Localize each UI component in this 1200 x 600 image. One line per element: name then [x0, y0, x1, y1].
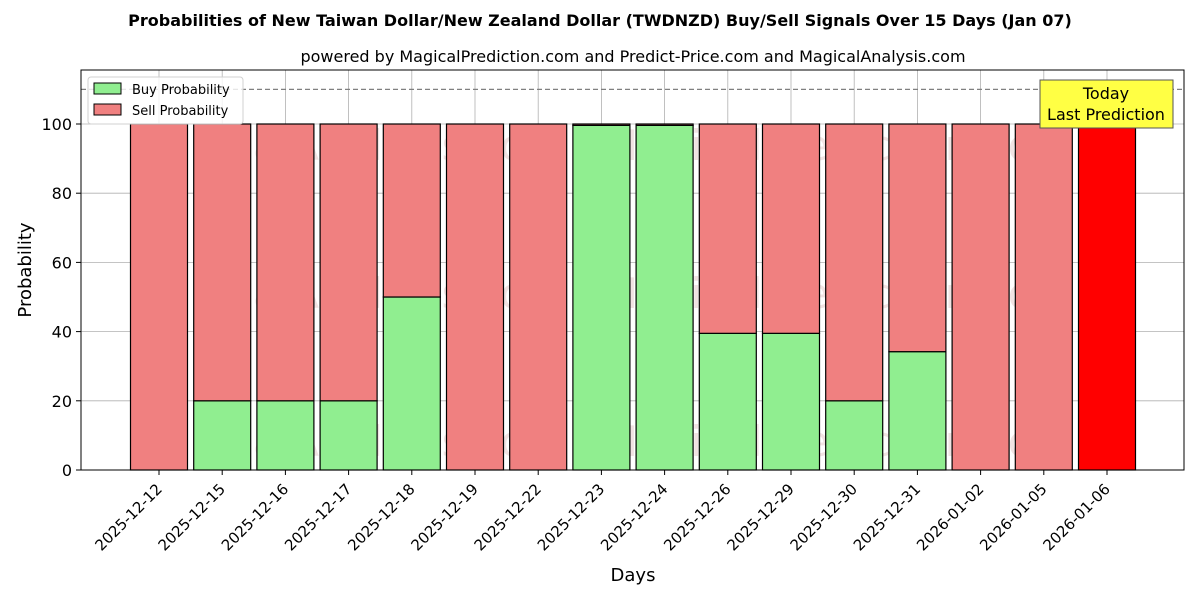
x-tick-label: 2025-12-19: [407, 480, 481, 554]
sell-bar: [1014, 123, 1073, 471]
bar-group: [698, 123, 757, 471]
bars: [129, 123, 1137, 471]
x-tick-label: 2025-12-31: [850, 480, 924, 554]
sell-bar: [825, 123, 884, 402]
sell-bar: [572, 123, 631, 126]
sell-bar: [761, 123, 821, 334]
x-tick-label: 2025-12-23: [534, 480, 608, 554]
legend-buy-swatch: [93, 82, 122, 95]
bar-group: [1014, 123, 1073, 471]
sell-bar: [445, 123, 505, 471]
chart-subtitle: powered by MagicalPrediction.com and Pre…: [300, 47, 965, 66]
legend-sell-swatch: [93, 103, 122, 116]
sell-bar: [129, 123, 189, 471]
sell-bar: [951, 123, 1010, 471]
y-tick-label: 20: [52, 392, 72, 411]
sell-bar: [698, 123, 757, 334]
bar-group: [888, 123, 947, 471]
buy-bar: [193, 400, 252, 471]
annotation-line2: Last Prediction: [1047, 105, 1165, 124]
legend: Buy Probability Sell Probability: [87, 76, 244, 125]
bar-group: [509, 123, 568, 471]
buy-bar: [888, 351, 947, 471]
x-tick-label: 2026-01-06: [1039, 480, 1113, 554]
x-axis-label: Days: [611, 565, 656, 586]
plot-frame: [80, 69, 1185, 471]
sell-bar: [256, 123, 315, 402]
buy-bar: [635, 124, 694, 471]
bar-group: [951, 123, 1010, 471]
x-tick-label: 2025-12-18: [344, 480, 418, 554]
x-axis: 2025-12-122025-12-152025-12-162025-12-17…: [91, 470, 1114, 554]
bar-group: [445, 123, 505, 471]
y-tick-label: 80: [52, 184, 72, 203]
buy-bar: [572, 124, 631, 471]
buy-bar: [698, 332, 757, 471]
sell-bar: [382, 123, 441, 298]
bar-group: [319, 123, 378, 471]
bar-group: [635, 123, 694, 471]
chart-title: Probabilities of New Taiwan Dollar/New Z…: [128, 11, 1072, 30]
sell-bar: [888, 123, 947, 353]
buy-bar: [761, 332, 821, 471]
bar-group: [129, 123, 189, 471]
buy-bar: [319, 400, 378, 471]
buy-bar: [825, 400, 884, 471]
buy-bar: [256, 400, 315, 471]
x-tick-label: 2025-12-29: [723, 480, 797, 554]
y-tick-label: 0: [62, 461, 72, 480]
x-tick-label: 2025-12-22: [471, 480, 545, 554]
bar-group: [825, 123, 884, 471]
bar-group: [256, 123, 315, 471]
x-tick-label: 2026-01-02: [913, 480, 987, 554]
y-tick-label: 40: [52, 323, 72, 342]
bar-group: [572, 123, 631, 471]
legend-sell-label: Sell Probability: [132, 104, 229, 119]
bar-group: [1077, 123, 1137, 471]
y-tick-label: 60: [52, 253, 72, 272]
annotation-line1: Today: [1082, 84, 1129, 103]
sell-bar: [509, 123, 568, 471]
sell-bar: [319, 123, 378, 402]
bar-group: [761, 123, 821, 471]
x-tick-label: 2025-12-26: [660, 480, 734, 554]
today-annotation: Today Last Prediction: [1039, 79, 1174, 129]
bar-group: [193, 123, 252, 471]
y-tick-label: 100: [41, 115, 72, 134]
sell-bar: [635, 123, 694, 126]
x-tick-label: 2025-12-15: [155, 480, 229, 554]
bar-group: [382, 123, 441, 471]
x-tick-label: 2025-12-16: [218, 480, 292, 554]
buy-bar: [382, 296, 441, 471]
x-tick-label: 2025-12-24: [597, 480, 671, 554]
x-tick-label: 2025-12-30: [787, 480, 861, 554]
sell-bar: [193, 123, 252, 402]
y-axis-label: Probability: [15, 222, 36, 317]
sell-bar: [1077, 123, 1137, 471]
x-tick-label: 2026-01-05: [976, 480, 1050, 554]
x-tick-label: 2025-12-17: [281, 480, 355, 554]
x-tick-label: 2025-12-12: [91, 480, 165, 554]
legend-buy-label: Buy Probability: [132, 83, 230, 98]
y-axis: 0 20 40 60 80 100: [41, 115, 81, 480]
